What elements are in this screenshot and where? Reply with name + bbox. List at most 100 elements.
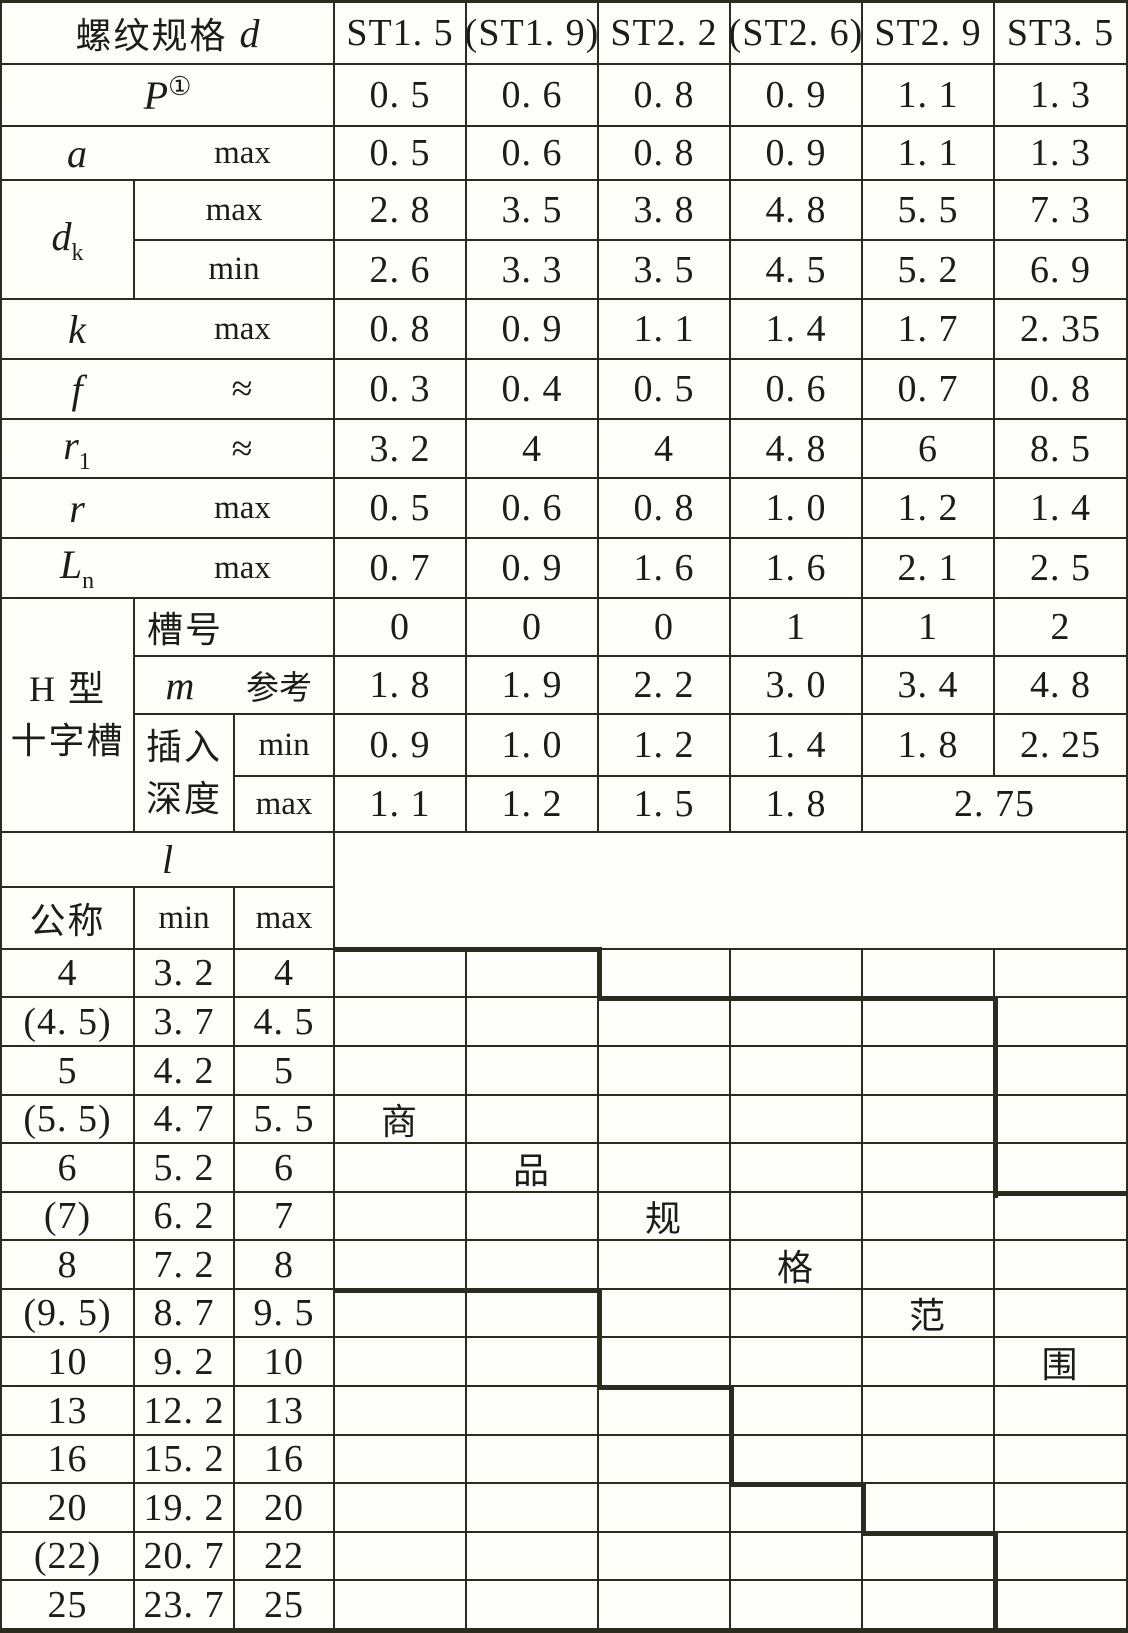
value-cell: 0. 8 — [599, 127, 731, 181]
range-cell — [467, 1241, 599, 1290]
range-cell — [599, 1241, 731, 1290]
value-cell: 7. 3 — [995, 181, 1126, 241]
range-boundary-segment — [993, 1191, 1126, 1196]
value-cell: 1 — [731, 599, 863, 657]
value-cell: 0. 5 — [335, 479, 467, 539]
slot-number-label: 槽号 — [135, 599, 335, 657]
value-cell: 2. 1 — [863, 539, 995, 599]
value-cell: 0. 8 — [335, 300, 467, 360]
qualifier-max: max — [235, 777, 335, 833]
range-cell — [995, 1096, 1126, 1144]
range-cell — [863, 1144, 995, 1193]
range-cell — [731, 950, 863, 998]
value-cell: 0. 9 — [731, 127, 863, 181]
thread-spec-label: 螺纹规格 — [75, 16, 228, 56]
range-boundary-segment — [993, 996, 998, 1198]
min-value: 5. 2 — [135, 1144, 235, 1193]
nominal-value: (7) — [2, 1193, 135, 1241]
min-value: 3. 7 — [135, 998, 235, 1047]
value-cell: 4 — [467, 420, 599, 479]
qualifier-approx: ≈ — [231, 368, 254, 410]
range-cell — [599, 1581, 731, 1628]
insert-depth-label: 插入 深度 — [135, 715, 235, 833]
range-boundary-segment — [729, 1385, 734, 1487]
value-cell: 0. 4 — [467, 360, 599, 420]
header-row: 螺纹规格 d ST1. 5 (ST1. 9) ST2. 2 (ST2. 6) S… — [2, 3, 1126, 65]
h-recess-section: H 型 十字槽 槽号 0 0 0 1 1 2 m 参考 1. 8 1. 9 2.… — [2, 599, 1126, 833]
range-cell — [863, 1581, 995, 1628]
range-cell — [467, 1338, 599, 1387]
range-boundary-segment — [861, 1482, 866, 1536]
row-r1: r1 ≈ 3. 2 4 4 4. 8 6 8. 5 — [2, 420, 1126, 479]
min-value: 9. 2 — [135, 1338, 235, 1387]
l-header-section: l 公称 min max — [2, 833, 1126, 950]
range-cell — [731, 1436, 863, 1484]
nominal-value: 25 — [2, 1581, 135, 1628]
value-cell: 0 — [599, 599, 731, 657]
length-row-10: 10 9. 2 10 围 — [2, 1338, 1126, 1387]
nominal-value: 16 — [2, 1436, 135, 1484]
value-cell: 1. 1 — [335, 777, 467, 833]
length-row-9-5: (9. 5) 8. 7 9. 5 范 — [2, 1290, 1126, 1338]
value-cell: 1. 9 — [467, 657, 599, 715]
row-label-r1: r1 ≈ — [2, 420, 335, 479]
symbol-k: k — [68, 306, 86, 352]
value-cell: 2. 75 — [863, 777, 1126, 833]
value-cell: 0. 5 — [335, 127, 467, 181]
range-cell — [995, 1387, 1126, 1436]
symbol-f: f — [71, 366, 83, 412]
value-cell: 0. 9 — [467, 539, 599, 599]
value-cell: 8. 5 — [995, 420, 1126, 479]
length-row-25: 25 23. 7 25 — [2, 1581, 1126, 1628]
value-cell: 0. 9 — [335, 715, 467, 777]
range-cell — [995, 998, 1126, 1047]
value-cell: 1. 6 — [731, 539, 863, 599]
row-group-insert-depth: 插入 深度 min 0. 9 1. 0 1. 2 1. 4 1. 8 2. 25… — [135, 715, 1126, 833]
row-label-f: f ≈ — [2, 360, 335, 420]
range-cell — [863, 1096, 995, 1144]
range-cell — [863, 998, 995, 1047]
value-cell: 0. 8 — [995, 360, 1126, 420]
row-slot-number: 槽号 0 0 0 1 1 2 — [135, 599, 1126, 657]
symbol-dk: dk — [51, 213, 84, 266]
range-cell — [995, 1533, 1126, 1581]
range-boundary-segment — [335, 947, 602, 952]
range-boundary-segment — [861, 1531, 998, 1536]
symbol-r1: r1 — [63, 422, 91, 475]
max-value: 13 — [235, 1387, 335, 1436]
row-Ln: Ln max 0. 7 0. 9 1. 6 1. 6 2. 1 2. 5 — [2, 539, 1126, 599]
range-cell — [467, 1533, 599, 1581]
range-label-char: 围 — [995, 1338, 1126, 1387]
value-cell: 1. 8 — [335, 657, 467, 715]
value-cell: 2. 6 — [335, 241, 467, 300]
value-cell: 5. 2 — [863, 241, 995, 300]
range-label-char: 品 — [467, 1144, 599, 1193]
qualifier-max: max — [214, 310, 271, 347]
symbol-Ln: Ln — [59, 542, 95, 594]
qualifier-approx: ≈ — [231, 427, 254, 470]
range-cell — [731, 1581, 863, 1628]
min-value: 12. 2 — [135, 1387, 235, 1436]
range-cell — [863, 1436, 995, 1484]
depth-label: 深度 — [145, 779, 222, 819]
value-cell: 0. 3 — [335, 360, 467, 420]
range-cell — [731, 1387, 863, 1436]
value-cell: 2. 25 — [995, 715, 1126, 777]
nominal-value: 5 — [2, 1047, 135, 1096]
value-cell: 1. 1 — [863, 65, 995, 127]
range-cell — [995, 1484, 1126, 1533]
range-cell — [731, 1047, 863, 1096]
range-cell — [731, 1290, 863, 1338]
min-value: 7. 2 — [135, 1241, 235, 1290]
range-cell — [599, 1338, 731, 1387]
max-value: 16 — [235, 1436, 335, 1484]
value-cell: 1 — [863, 599, 995, 657]
value-cell: 6. 9 — [995, 241, 1126, 300]
range-boundary-segment — [597, 947, 602, 1001]
value-cell: 4 — [599, 420, 731, 479]
value-cell: 1. 0 — [467, 715, 599, 777]
length-range-grid: 4 3. 2 4 (4. 5) 3. 7 4. 5 5 4. 2 5 (5. 5… — [2, 947, 1126, 1628]
range-boundary-segment — [597, 1385, 734, 1390]
nominal-value: 6 — [2, 1144, 135, 1193]
h-type-label: H 型 — [29, 669, 106, 709]
